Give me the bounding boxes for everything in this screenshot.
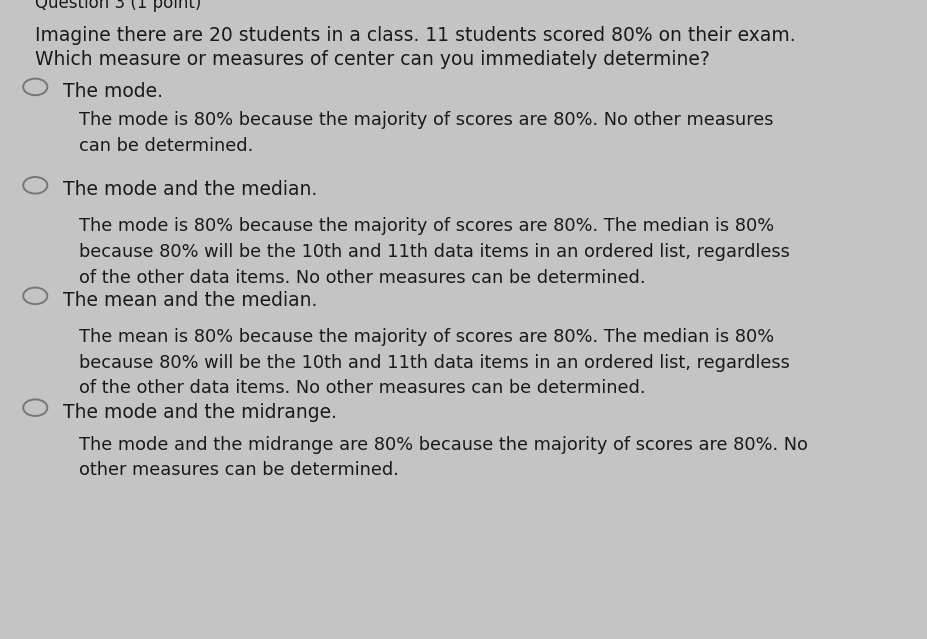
Text: Which measure or measures of center can you immediately determine?: Which measure or measures of center can … (35, 50, 709, 69)
Text: The mode.: The mode. (63, 82, 163, 101)
Text: The mode and the median.: The mode and the median. (63, 180, 317, 199)
Text: The mode and the midrange are 80% because the majority of scores are 80%. No
oth: The mode and the midrange are 80% becaus… (79, 436, 806, 479)
Text: The mode is 80% because the majority of scores are 80%. No other measures
can be: The mode is 80% because the majority of … (79, 111, 772, 155)
Text: Imagine there are 20 students in a class. 11 students scored 80% on their exam.: Imagine there are 20 students in a class… (35, 26, 795, 45)
Text: The mode is 80% because the majority of scores are 80%. The median is 80%
becaus: The mode is 80% because the majority of … (79, 217, 789, 287)
Text: The mean and the median.: The mean and the median. (63, 291, 317, 310)
Text: Question 3 (1 point): Question 3 (1 point) (35, 0, 201, 12)
Text: The mean is 80% because the majority of scores are 80%. The median is 80%
becaus: The mean is 80% because the majority of … (79, 328, 789, 397)
Text: The mode and the midrange.: The mode and the midrange. (63, 403, 337, 422)
